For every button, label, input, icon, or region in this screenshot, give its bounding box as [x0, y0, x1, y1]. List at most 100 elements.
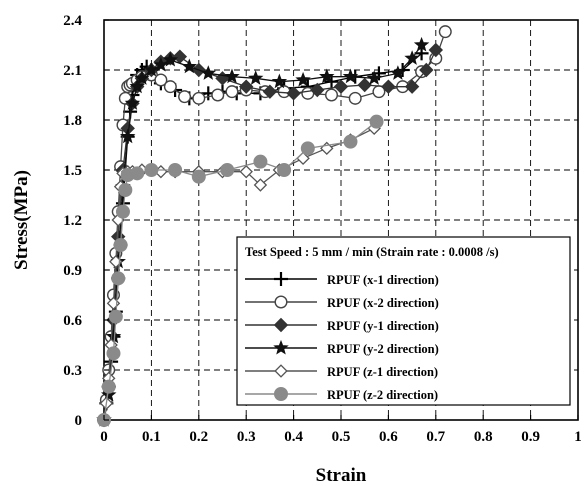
data-point: [178, 90, 192, 104]
data-point: [124, 95, 141, 110]
data-point: [119, 128, 136, 144]
data-point: [343, 134, 358, 149]
data-point: [366, 70, 382, 85]
legend-label: RPUF (z-2 direction): [327, 388, 438, 402]
data-point: [369, 114, 384, 129]
data-point: [262, 84, 278, 99]
data-point: [168, 163, 183, 177]
x-tick-label: 1: [574, 429, 582, 445]
data-point: [144, 163, 159, 177]
x-tick-label: 0.5: [332, 429, 351, 445]
data-point: [390, 65, 406, 80]
data-point: [191, 169, 206, 184]
data-point: [333, 79, 349, 94]
data-point: [224, 68, 240, 84]
legend-marker: [274, 364, 288, 378]
y-tick-label: 0: [75, 413, 83, 429]
data-point: [111, 271, 126, 286]
legend-entry: RPUF (x-2 direction): [245, 295, 439, 310]
data-point: [143, 61, 160, 77]
x-tick-label: 0.7: [426, 429, 445, 445]
legend-marker: [274, 272, 288, 286]
legend-items: RPUF (x-1 direction) RPUF (x-2 direction)…: [245, 272, 439, 402]
data-point: [211, 88, 225, 102]
y-tick-label: 2.4: [63, 13, 82, 29]
data-point: [253, 178, 268, 192]
data-point: [357, 77, 372, 93]
data-point: [295, 71, 311, 87]
legend-label: RPUF (z-1 direction): [327, 365, 438, 379]
y-tick-label: 1.5: [63, 163, 82, 179]
data-point: [253, 154, 268, 169]
x-tick-label: 0.4: [284, 429, 303, 445]
data-point: [277, 163, 292, 177]
tick-labels: 0 0.1 0.2 0.3 0.4 0.5 0.6 0.7 0.8 0.9 1 0 0.3 0.6 0.9 1…: [63, 13, 582, 445]
legend: Test Speed : 5 mm / min (Strain rate : 0…: [236, 236, 571, 406]
legend-title: Test Speed : 5 mm / min (Strain rate : 0…: [245, 245, 499, 259]
data-point: [247, 70, 264, 85]
data-point: [286, 86, 301, 101]
data-point: [118, 183, 133, 197]
data-point: [414, 46, 429, 61]
data-point: [404, 79, 420, 94]
data-point: [200, 65, 216, 80]
data-point: [271, 73, 288, 89]
data-point: [130, 166, 145, 181]
legend-box: [236, 236, 571, 406]
legend-label: RPUF (x-2 direction): [327, 296, 439, 310]
data-point: [153, 56, 169, 72]
x-tick-label: 0.3: [237, 429, 256, 445]
data-point: [319, 68, 335, 84]
data-point: [129, 78, 145, 94]
legend-marker: [273, 339, 289, 355]
legend-label: RPUF (x-1 direction): [327, 273, 439, 287]
legend-entry: RPUF (z-2 direction): [245, 387, 438, 402]
data-point: [163, 80, 177, 94]
data-point: [192, 91, 206, 105]
x-tick-label: 0: [100, 429, 108, 445]
x-tick-label: 0.6: [379, 429, 398, 445]
data-point: [325, 88, 339, 102]
x-tick-label: 0.9: [521, 429, 540, 445]
legend-label: RPUF (y-1 direction): [327, 319, 439, 333]
data-point: [220, 163, 235, 177]
legend-marker: [273, 317, 289, 333]
data-point: [342, 68, 359, 84]
data-point: [215, 71, 230, 86]
series-layer: [96, 25, 452, 428]
data-point: [310, 82, 325, 98]
data-point: [115, 204, 130, 219]
series-6: [97, 114, 384, 427]
legend-entry: RPUF (z-1 direction): [245, 364, 438, 379]
y-tick-label: 0.3: [63, 363, 82, 379]
data-point: [101, 386, 117, 402]
data-point: [348, 91, 362, 105]
data-point: [404, 50, 420, 65]
data-point: [181, 58, 198, 74]
y-tick-label: 1.8: [63, 113, 82, 129]
data-point: [239, 164, 253, 179]
y-tick-label: 0.6: [63, 313, 82, 329]
data-point: [300, 141, 315, 156]
x-tick-label: 0.1: [142, 429, 161, 445]
data-point: [419, 62, 434, 78]
y-tick-label: 0.9: [63, 263, 82, 279]
data-point: [101, 379, 116, 394]
y-tick-label: 2.1: [63, 63, 82, 79]
y-tick-label: 1.2: [63, 213, 82, 229]
legend-label: RPUF (y-2 direction): [327, 342, 439, 356]
x-tick-label: 0.8: [474, 429, 493, 445]
legend-entry: RPUF (x-1 direction): [245, 272, 439, 287]
data-point: [108, 309, 123, 324]
legend-entry: RPUF (y-2 direction): [245, 339, 439, 356]
data-point: [381, 79, 396, 94]
data-point: [413, 36, 430, 52]
data-point: [113, 238, 128, 252]
data-point: [438, 25, 452, 39]
data-point: [154, 73, 168, 87]
y-axis-title: Stress(MPa): [11, 170, 32, 270]
data-point: [225, 85, 239, 99]
legend-marker: [274, 295, 288, 309]
data-point: [428, 42, 444, 58]
